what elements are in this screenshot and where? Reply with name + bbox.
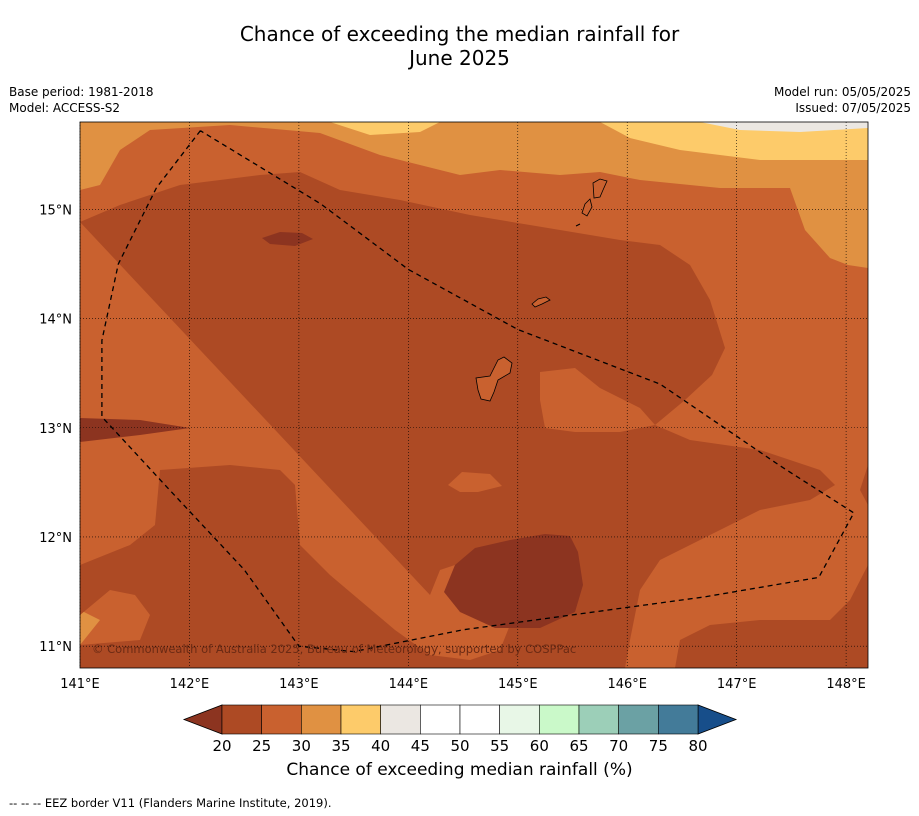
- colorbar-tick-label: 65: [569, 737, 588, 755]
- colorbar-segment: [340, 704, 381, 735]
- colorbar-tick-label: 35: [331, 737, 350, 755]
- colorbar: 20 25 30 35 40 45 50 55 60 65 70 75 80: [182, 704, 738, 755]
- contour-below-20-south: [444, 534, 583, 628]
- colorbar-tick-label: 25: [252, 737, 271, 755]
- colorbar-segment: [420, 704, 461, 735]
- footnote-text: -- -- -- EEZ border V11 (Flanders Marine…: [9, 796, 332, 810]
- colorbar-tick-label: 60: [530, 737, 549, 755]
- colorbar-segment: [618, 704, 659, 735]
- colorbar-tick-label: 45: [411, 737, 430, 755]
- copyright-text: © Commonwealth of Australia 2025, Bureau…: [92, 642, 576, 656]
- contour-below-20-north: [262, 232, 313, 246]
- island-tinian: [581, 198, 593, 217]
- colorbar-tick-label: 30: [292, 737, 311, 755]
- colorbar-over-arrow: [697, 704, 738, 735]
- info-right: Model run: 05/05/2025 Issued: 07/05/2025: [774, 84, 911, 116]
- lat-tick-label: 14°N: [39, 313, 72, 328]
- contour-40-45: [700, 122, 868, 132]
- contour-35-40-a: [330, 122, 440, 135]
- colorbar-segment: [261, 704, 302, 735]
- lat-tick-label: 11°N: [39, 640, 72, 655]
- lon-tick-label: 148°E: [826, 677, 866, 692]
- lat-tick-label: 12°N: [39, 531, 72, 546]
- lon-tick-label: 142°E: [170, 677, 210, 692]
- lat-tick-label: 13°N: [39, 422, 72, 437]
- islands: [475, 178, 608, 402]
- lon-tick-label: 145°E: [498, 677, 538, 692]
- gridlines: [79, 122, 868, 668]
- colorbar-tick-label: 40: [371, 737, 390, 755]
- island-aguijan: [575, 223, 581, 227]
- colorbar-under-arrow: [182, 704, 223, 735]
- colorbar-segment: [221, 704, 262, 735]
- rainfall-contours: [80, 122, 868, 668]
- contour-25-30-patch-b: [448, 472, 502, 492]
- lon-tick-label: 144°E: [389, 677, 429, 692]
- colorbar-segment: [499, 704, 540, 735]
- colorbar-label: Chance of exceeding median rainfall (%): [286, 760, 633, 780]
- map-frame: [79, 121, 869, 669]
- colorbar-segment: [380, 704, 421, 735]
- contour-20-25-edge: [860, 465, 868, 505]
- island-rota: [531, 296, 551, 308]
- colorbar-tick-label: 80: [688, 737, 707, 755]
- colorbar-segment: [459, 704, 500, 735]
- issued-text: Issued: 07/05/2025: [795, 101, 911, 115]
- base-period-text: Base period: 1981-2018: [9, 85, 154, 99]
- contour-below-20-west: [80, 418, 190, 442]
- island-guam: [475, 356, 513, 402]
- title-line-1: Chance of exceeding the median rainfall …: [239, 22, 680, 46]
- model-text: Model: ACCESS-S2: [9, 101, 121, 115]
- latitude-labels: 11°N 12°N 13°N 14°N 15°N: [39, 203, 72, 655]
- colorbar-segment: [539, 704, 580, 735]
- contour-20-25-east: [675, 565, 868, 668]
- longitude-labels: 141°E 142°E 143°E 144°E 145°E 146°E 147°E 148°E: [60, 677, 866, 692]
- colorbar-segment: [301, 704, 342, 735]
- colorbar-segment: [658, 704, 699, 735]
- colorbar-tick-label: 20: [212, 737, 231, 755]
- contour-25-30-patch-a: [540, 368, 655, 432]
- colorbar-tick-label: 50: [450, 737, 469, 755]
- lon-tick-label: 141°E: [60, 677, 100, 692]
- lon-tick-label: 147°E: [717, 677, 757, 692]
- contour-20-25: [80, 172, 835, 668]
- info-left: Base period: 1981-2018 Model: ACCESS-S2: [9, 84, 154, 116]
- chart-title: Chance of exceeding the median rainfall …: [0, 22, 919, 70]
- colorbar-tick-label: 55: [490, 737, 509, 755]
- colorbar-tick-label: 70: [609, 737, 628, 755]
- model-run-text: Model run: 05/05/2025: [773, 85, 911, 99]
- lat-tick-label: 15°N: [39, 203, 72, 218]
- island-saipan: [592, 178, 608, 199]
- lon-tick-label: 143°E: [279, 677, 319, 692]
- colorbar-tick-label: 75: [649, 737, 668, 755]
- title-line-2: June 2025: [409, 46, 510, 70]
- lon-tick-label: 146°E: [607, 677, 647, 692]
- colorbar-segment: [578, 704, 619, 735]
